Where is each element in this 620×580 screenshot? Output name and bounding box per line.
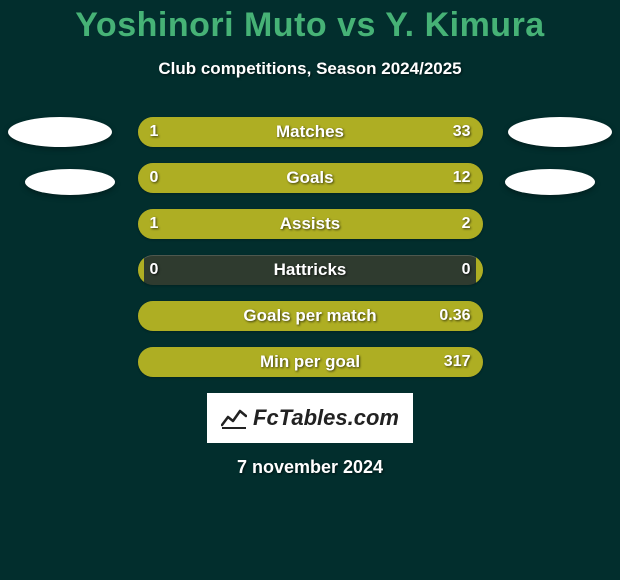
stat-row-goals: 0 Goals 12	[138, 163, 483, 193]
value-right: 0	[462, 255, 471, 285]
stat-label: Min per goal	[138, 347, 483, 377]
stat-label: Goals per match	[138, 301, 483, 331]
stat-row-goals-per-match: Goals per match 0.36	[138, 301, 483, 331]
value-right: 317	[444, 347, 471, 377]
badge-text: FcTables.com	[253, 405, 399, 431]
stat-label: Assists	[138, 209, 483, 239]
date-text: 7 november 2024	[0, 457, 620, 478]
stat-row-min-per-goal: Min per goal 317	[138, 347, 483, 377]
stat-row-hattricks: 0 Hattricks 0	[138, 255, 483, 285]
stat-label: Matches	[138, 117, 483, 147]
bars-column: 1 Matches 33 0 Goals 12 1 Assists 2	[138, 117, 483, 377]
value-right: 0.36	[439, 301, 470, 331]
avatar-right-bot	[505, 169, 595, 195]
value-right: 12	[453, 163, 471, 193]
page-title: Yoshinori Muto vs Y. Kimura	[0, 0, 620, 45]
stat-row-matches: 1 Matches 33	[138, 117, 483, 147]
chart-area: 1 Matches 33 0 Goals 12 1 Assists 2	[0, 117, 620, 377]
avatar-left-bot	[25, 169, 115, 195]
value-right: 2	[462, 209, 471, 239]
stat-label: Goals	[138, 163, 483, 193]
avatar-right-top	[508, 117, 612, 147]
avatar-left-top	[8, 117, 112, 147]
chart-icon	[221, 407, 247, 429]
value-right: 33	[453, 117, 471, 147]
subtitle: Club competitions, Season 2024/2025	[0, 59, 620, 79]
source-badge: FcTables.com	[207, 393, 413, 443]
stat-row-assists: 1 Assists 2	[138, 209, 483, 239]
infographic-container: Yoshinori Muto vs Y. Kimura Club competi…	[0, 0, 620, 580]
stat-label: Hattricks	[138, 255, 483, 285]
